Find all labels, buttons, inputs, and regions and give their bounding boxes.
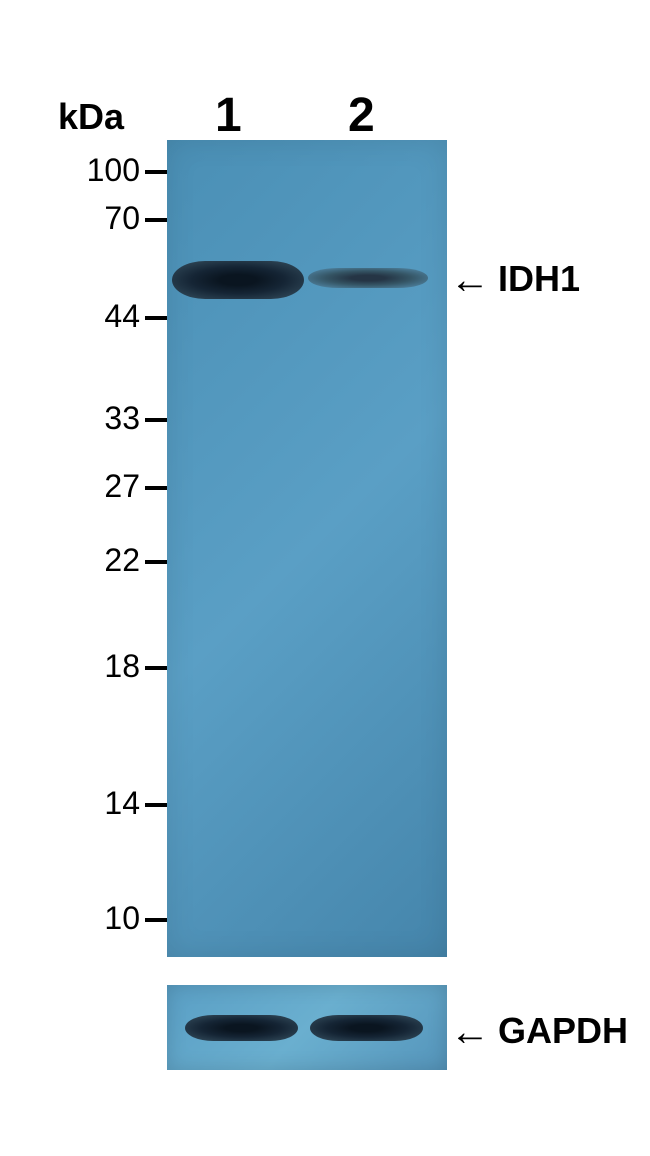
- idh1-band-lane2: [308, 268, 428, 288]
- mw-marker: 18: [104, 648, 140, 685]
- lane-1-header: 1: [215, 88, 242, 143]
- mw-tick: [145, 486, 167, 490]
- mw-marker: 44: [104, 298, 140, 335]
- mw-tick: [145, 666, 167, 670]
- mw-tick: [145, 418, 167, 422]
- mw-marker: 14: [104, 785, 140, 822]
- mw-tick: [145, 560, 167, 564]
- idh1-band-lane1: [172, 261, 304, 299]
- gapdh-band-lane2: [310, 1015, 423, 1041]
- mw-tick: [145, 316, 167, 320]
- mw-marker: 10: [104, 900, 140, 937]
- western-blot-figure: kDa 1 2 100 70 44 33 27 22 18 14 10 ← ID…: [0, 0, 650, 1156]
- mw-marker: 22: [104, 542, 140, 579]
- mw-marker: 100: [87, 152, 140, 189]
- kda-header: kDa: [58, 96, 124, 138]
- gapdh-label: GAPDH: [498, 1010, 628, 1052]
- arrow-left-icon: ←: [450, 1010, 490, 1055]
- mw-tick: [145, 218, 167, 222]
- gapdh-band-lane1: [185, 1015, 298, 1041]
- mw-tick: [145, 803, 167, 807]
- idh1-label: IDH1: [498, 258, 580, 300]
- lane-2-header: 2: [348, 88, 375, 143]
- mw-tick: [145, 918, 167, 922]
- mw-marker: 27: [104, 468, 140, 505]
- mw-tick: [145, 170, 167, 174]
- mw-marker: 70: [104, 200, 140, 237]
- mw-marker: 33: [104, 400, 140, 437]
- arrow-left-icon: ←: [450, 258, 490, 303]
